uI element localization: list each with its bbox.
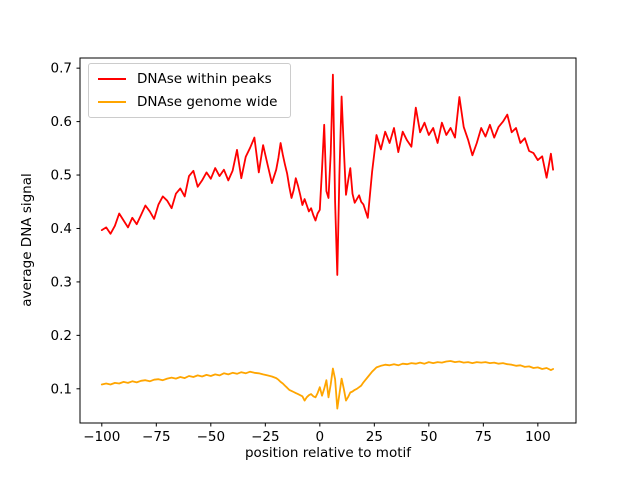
legend-line-swatch-orange (98, 101, 126, 103)
y-tick-label: 0.6 (51, 114, 72, 130)
ticks-layer: −100 −75 −50 −25 0 25 50 75 100 0.1 0.2 0.3 0.4 0.5 0.… (51, 61, 551, 445)
y-tick-label: 0.2 (51, 328, 72, 344)
axes-frame (79, 57, 577, 424)
x-axis-label: position relative to motif (244, 445, 412, 461)
x-tick-label: 50 (420, 429, 437, 445)
legend-label: DNAse genome wide (137, 94, 278, 110)
x-tick-label: −25 (251, 429, 280, 445)
y-tick-label: 0.4 (51, 221, 72, 237)
series-line-dnase-genome-wide (100, 360, 554, 410)
x-tick-label: −75 (142, 429, 171, 445)
x-tick-label: −100 (83, 429, 120, 445)
x-tick-label: 100 (525, 429, 551, 445)
x-tick-label: 0 (316, 429, 325, 445)
x-tick-label: 75 (475, 429, 492, 445)
legend-item-dnase-genome-wide: DNAse genome wide (98, 94, 281, 110)
y-tick-label: 0.1 (51, 381, 72, 397)
x-tick-label: −50 (197, 429, 226, 445)
legend-item-dnase-within-peaks: DNAse within peaks (98, 71, 281, 87)
y-axis-label: average DNA signal (19, 173, 35, 307)
legend-label: DNAse within peaks (137, 71, 272, 87)
y-tick-label: 0.3 (51, 274, 72, 290)
series-line-dnase-within-peaks (100, 73, 554, 276)
y-tick-label: 0.5 (51, 168, 72, 184)
legend-line-swatch-red (98, 78, 126, 80)
y-tick-label: 0.7 (51, 61, 72, 77)
series-lines-layer (100, 73, 554, 410)
x-tick-label: 25 (366, 429, 383, 445)
legend: DNAse within peaks DNAse genome wide (88, 63, 292, 118)
